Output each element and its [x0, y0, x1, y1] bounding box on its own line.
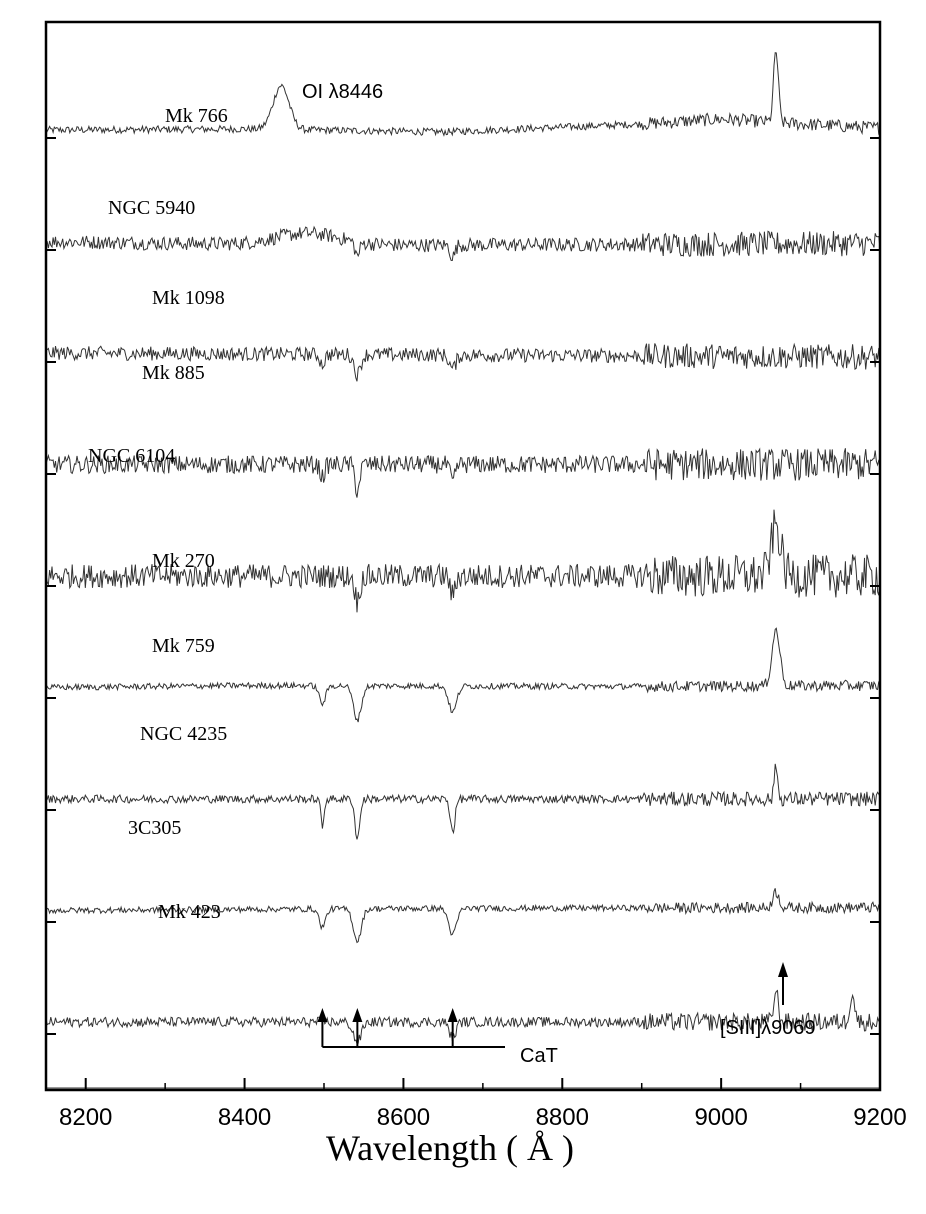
spectrum-line-9 — [45, 989, 881, 1045]
x-tick-label: 8200 — [59, 1104, 112, 1131]
cat-arrow-head — [352, 1008, 363, 1022]
series-label-10: Mk 423 — [158, 901, 221, 923]
series-label-7: Mk 759 — [152, 635, 215, 657]
spectrum-line-7 — [45, 763, 881, 840]
axis-ticks: 8200 8400 8600 8800 9000 9200 — [46, 137, 907, 1131]
series-labels: Mk 766 NGC 5940 Mk 1098 Mk 885 NGC 6104 Mk 27… — [88, 105, 228, 923]
cat-arrow-head — [317, 1008, 328, 1022]
x-tick-label: 9000 — [694, 1104, 747, 1131]
x-tick-label: 8800 — [536, 1104, 589, 1131]
series-label-5: NGC 6104 — [88, 445, 175, 467]
series-label-8: NGC 4235 — [140, 723, 227, 745]
spectrum-line-3 — [45, 342, 881, 382]
siii-label: [SIII]λ9069 — [720, 1017, 816, 1039]
x-axis-label: Wavelength ( Å ) — [326, 1128, 574, 1168]
x-tick-label: 8400 — [218, 1104, 271, 1131]
spectra-lines — [45, 52, 881, 1089]
series-label-1: Mk 766 — [165, 105, 228, 127]
plot-frame — [44, 20, 882, 1092]
spectrum-line-4 — [45, 447, 881, 498]
series-label-3: Mk 1098 — [152, 287, 225, 309]
siii-arrow-head — [778, 962, 788, 977]
x-tick-label: 8600 — [377, 1104, 430, 1131]
series-label-2: NGC 5940 — [108, 197, 195, 219]
series-label-9: 3C305 — [128, 817, 181, 839]
spectrum-line-1 — [45, 52, 881, 137]
spectrum-line-5 — [45, 509, 881, 613]
cat-label: CaT — [520, 1045, 558, 1067]
series-label-6: Mk 270 — [152, 550, 215, 572]
spectrum-line-8 — [45, 888, 881, 944]
series-label-4: Mk 885 — [142, 362, 205, 384]
annotations: OI λ8446 CaT [SIII]λ9069 — [302, 81, 816, 1067]
spectrum-line-2 — [45, 225, 881, 262]
x-tick-label: 9200 — [853, 1104, 906, 1131]
cat-arrow-head — [447, 1008, 458, 1022]
spectrum-line-6 — [45, 627, 881, 723]
oi-label: OI λ8446 — [302, 81, 383, 103]
